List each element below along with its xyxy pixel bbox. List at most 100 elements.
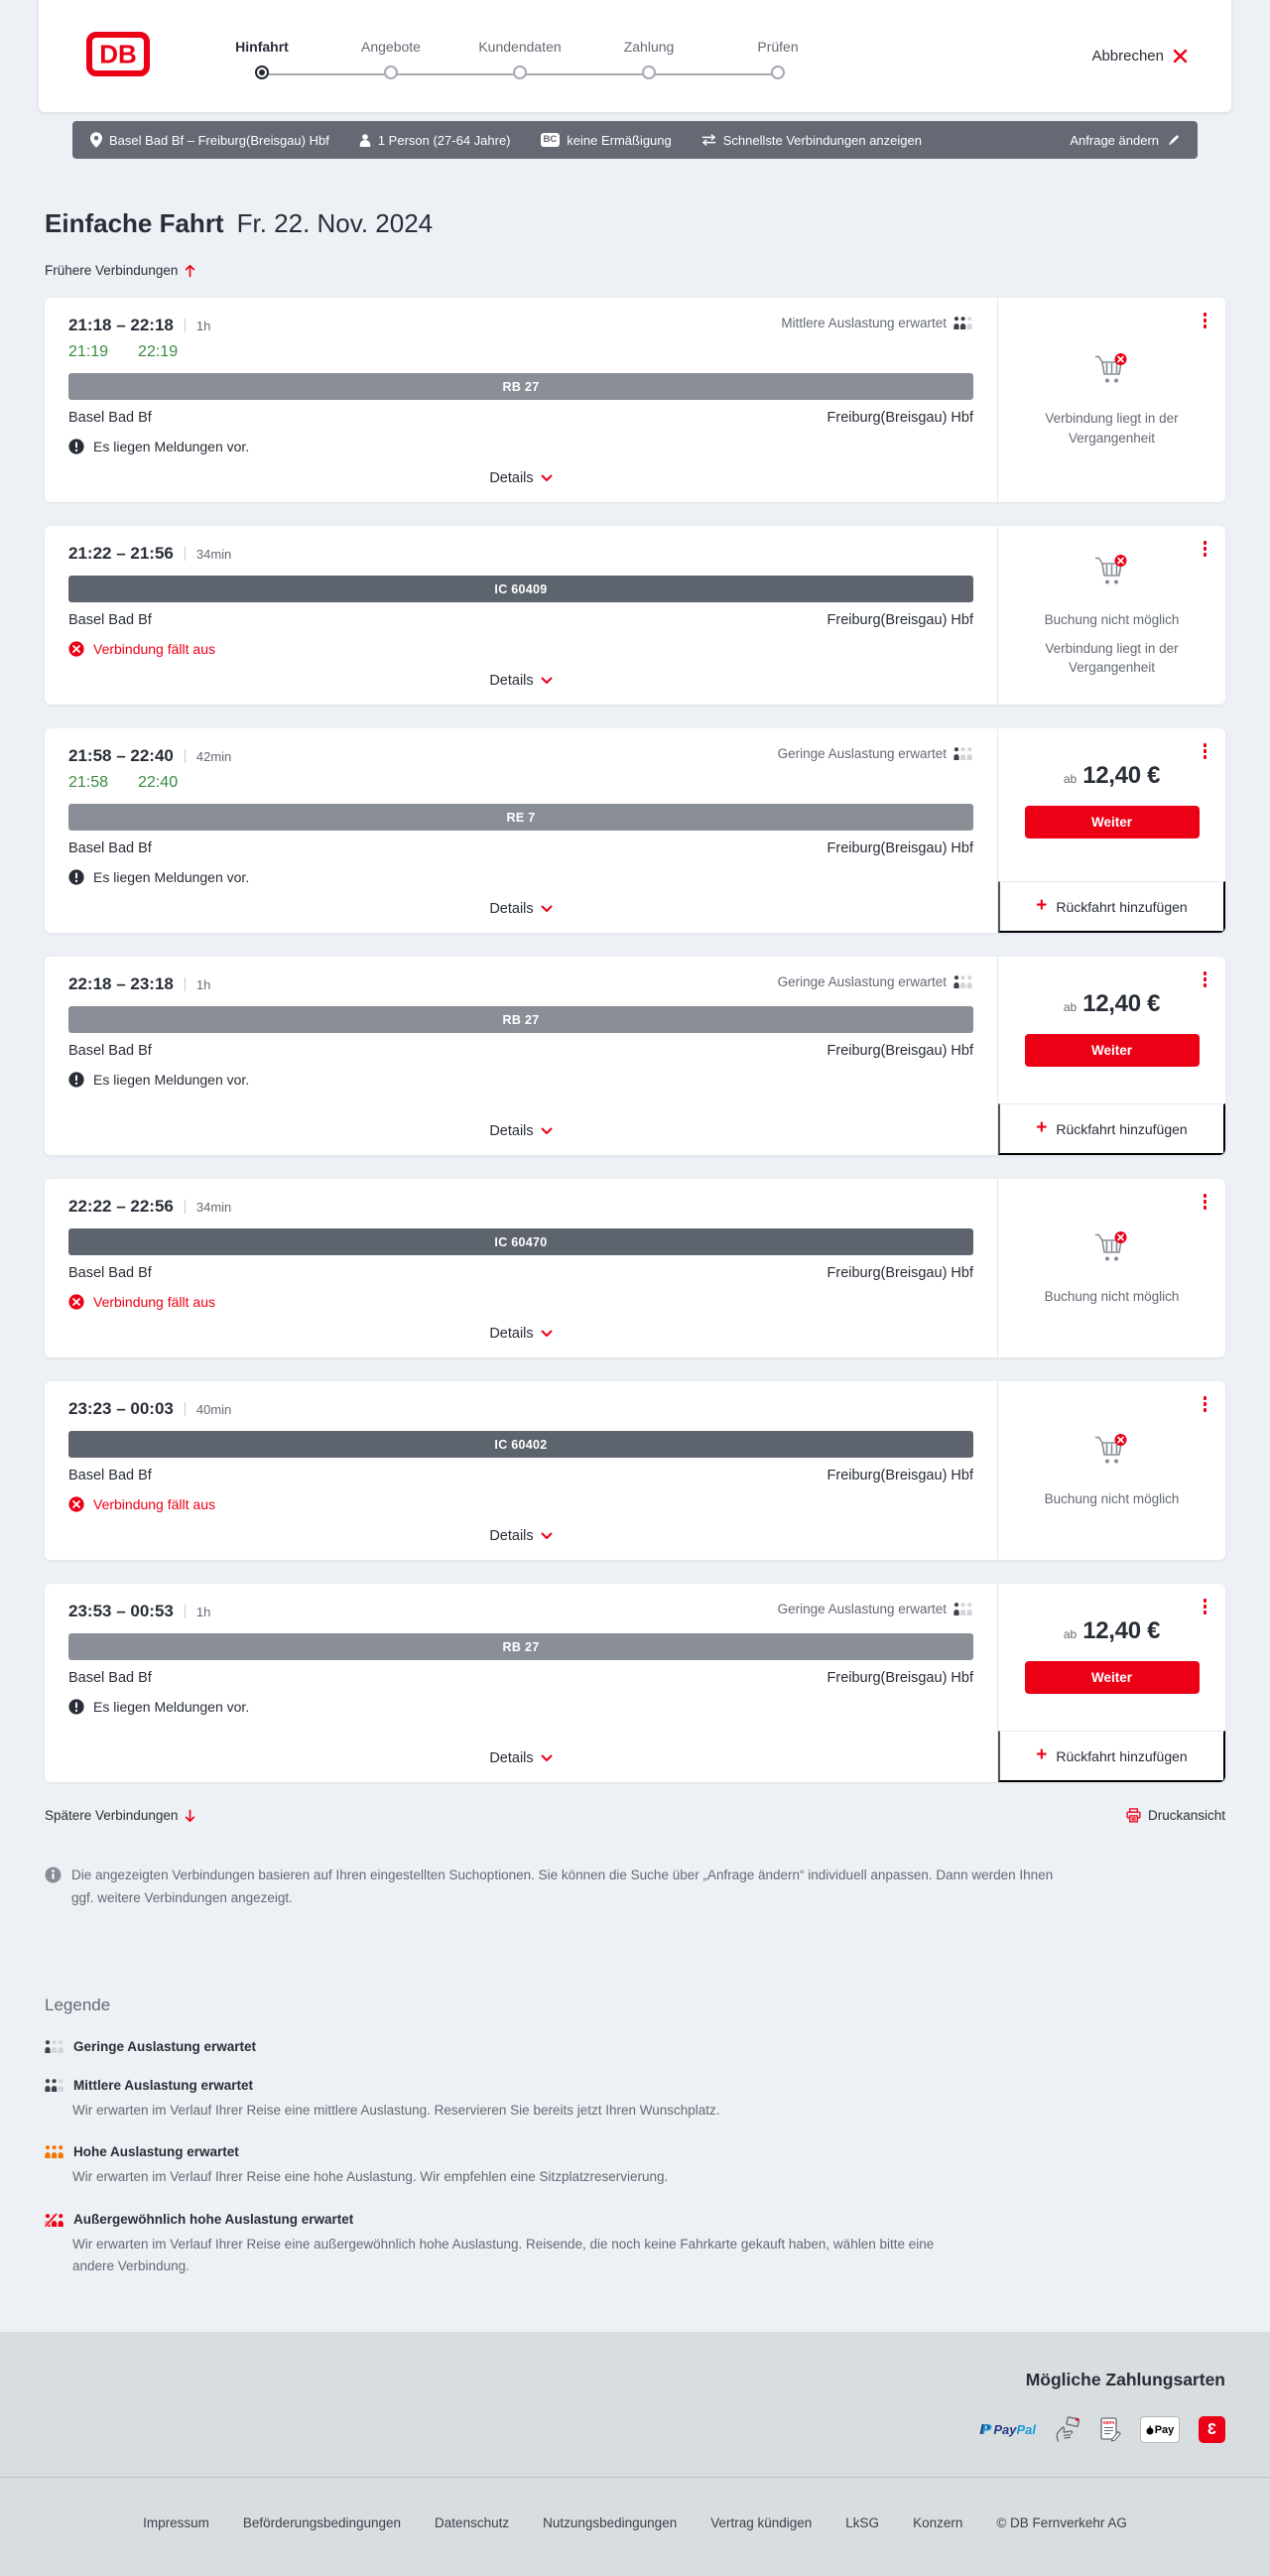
credit-card-hand-icon xyxy=(1056,2416,1080,2442)
legend-item-high: Hohe Auslastung erwartet Wir erwarten im… xyxy=(45,2144,1225,2188)
cart-unavailable-icon xyxy=(1094,555,1126,584)
more-options-button[interactable] xyxy=(1201,740,1210,762)
details-toggle[interactable]: Details xyxy=(489,470,553,486)
step-zahlung[interactable]: Zahlung xyxy=(584,39,713,79)
booking-panel: ab 12,40 € Weiter + Rückfahrt hinzufügen xyxy=(997,1584,1225,1782)
step-hinfahrt[interactable]: Hinfahrt xyxy=(197,39,326,79)
footer-copyright: © DB Fernverkehr AG xyxy=(996,2515,1127,2531)
details-label: Details xyxy=(489,1326,534,1342)
more-options-button[interactable] xyxy=(1201,1191,1210,1213)
summary-passengers: 1 Person (27-64 Jahre) xyxy=(359,133,511,148)
connection-card: 23:23 – 00:03 40min IC 60402 Basel Bad B… xyxy=(45,1381,1225,1560)
booking-panel: Verbindung liegt in der Vergangenheit xyxy=(997,298,1225,502)
divider xyxy=(184,749,186,763)
details-toggle[interactable]: Details xyxy=(489,1123,553,1139)
realtime-departure: 21:58 xyxy=(68,774,109,791)
details-label: Details xyxy=(489,1528,534,1544)
footer-link-lksg[interactable]: LkSG xyxy=(845,2515,880,2531)
train-label: IC 60470 xyxy=(494,1234,548,1249)
add-return-trip-button[interactable]: + Rückfahrt hinzufügen xyxy=(998,1103,1225,1155)
page-bottom-band: Mögliche Zahlungsarten P P Pay Pal SEPA xyxy=(0,2332,1270,2576)
footer-link-konzern[interactable]: Konzern xyxy=(913,2515,963,2531)
more-options-button[interactable] xyxy=(1201,968,1210,990)
db-logo-icon: DB xyxy=(86,31,150,76)
continue-button[interactable]: Weiter xyxy=(1024,806,1200,838)
step-circle-active xyxy=(255,65,269,79)
b-badge-payment-icon: 3 xyxy=(1199,2416,1225,2444)
step-kundendaten[interactable]: Kundendaten xyxy=(455,39,584,79)
booking-panel: ab 12,40 € Weiter + Rückfahrt hinzufügen xyxy=(997,957,1225,1155)
occupancy-medium-icon xyxy=(45,2078,64,2092)
step-label: Hinfahrt xyxy=(235,39,289,55)
booking-status-text: Buchung nicht möglich xyxy=(1044,612,1180,628)
train-segment-bar: IC 60470 xyxy=(68,1228,973,1255)
connection-message: Es liegen Meldungen vor. xyxy=(68,439,973,454)
summary-route-label: Basel Bad Bf – Freiburg(Breisgau) Hbf xyxy=(109,132,329,148)
more-options-button[interactable] xyxy=(1201,1393,1210,1415)
step-label: Angebote xyxy=(361,39,421,55)
continue-button[interactable]: Weiter xyxy=(1024,1661,1200,1694)
footer-link-datenschutz[interactable]: Datenschutz xyxy=(435,2515,510,2531)
footer-link-nutzungsbedingungen[interactable]: Nutzungsbedingungen xyxy=(543,2515,678,2531)
details-toggle[interactable]: Details xyxy=(489,1750,553,1766)
destination-station: Freiburg(Breisgau) Hbf xyxy=(826,1043,973,1059)
chevron-down-icon xyxy=(541,677,553,684)
booking-status-text: Buchung nicht möglich xyxy=(1044,1289,1180,1305)
destination-station: Freiburg(Breisgau) Hbf xyxy=(826,612,973,628)
step-label: Kundendaten xyxy=(478,39,562,55)
details-toggle[interactable]: Details xyxy=(489,901,553,917)
earlier-connections-link[interactable]: Frühere Verbindungen xyxy=(45,263,195,278)
more-options-button[interactable] xyxy=(1201,538,1210,560)
later-connections-link[interactable]: Spätere Verbindungen xyxy=(45,1808,195,1823)
train-label: RB 27 xyxy=(502,1012,540,1027)
origin-station: Basel Bad Bf xyxy=(68,1468,152,1483)
step-angebote[interactable]: Angebote xyxy=(326,39,455,79)
add-return-label: Rückfahrt hinzufügen xyxy=(1056,1747,1188,1764)
step-circle xyxy=(384,65,398,79)
connection-card: 21:18 – 22:18 1h Mittlere Auslastung erw… xyxy=(45,298,1225,502)
details-toggle[interactable]: Details xyxy=(489,1528,553,1544)
origin-station: Basel Bad Bf xyxy=(68,410,152,426)
price-amount: 12,40 € xyxy=(1082,762,1161,789)
occupancy-low-icon xyxy=(953,1603,972,1615)
chevron-down-icon xyxy=(541,1330,553,1337)
legend-item-description: Wir erwarten im Verlauf Ihrer Reise eine… xyxy=(72,2102,720,2118)
more-options-button[interactable] xyxy=(1201,310,1210,331)
search-options-note: Die angezeigten Verbindungen basieren au… xyxy=(45,1865,1057,1910)
details-toggle[interactable]: Details xyxy=(489,673,553,689)
realtime-times: 21:58 22:40 xyxy=(68,774,973,792)
booking-status-text: Verbindung liegt in der Vergangenheit xyxy=(1045,640,1179,676)
footer-link-impressum[interactable]: Impressum xyxy=(143,2515,209,2531)
train-label: RE 7 xyxy=(506,810,536,825)
legend-item-description: Wir erwarten im Verlauf Ihrer Reise eine… xyxy=(72,2237,935,2273)
db-logo[interactable]: DB xyxy=(86,31,150,81)
realtime-departure: 21:19 xyxy=(68,343,109,360)
origin-station: Basel Bad Bf xyxy=(68,1043,152,1059)
train-label: RB 27 xyxy=(502,379,540,394)
connection-card: 22:22 – 22:56 34min IC 60470 Basel Bad B… xyxy=(45,1179,1225,1357)
occupancy-label: Mittlere Auslastung erwartet xyxy=(781,316,947,330)
footer-link-befoerderungsbedingungen[interactable]: Beförderungsbedingungen xyxy=(242,2515,402,2531)
train-segment-bar: IC 60402 xyxy=(68,1431,973,1458)
booking-status-text: Buchung nicht möglich xyxy=(1044,1491,1180,1507)
step-pruefen[interactable]: Prüfen xyxy=(713,39,842,79)
add-return-trip-button[interactable]: + Rückfahrt hinzufügen xyxy=(998,881,1225,933)
cancel-button[interactable]: Abbrechen xyxy=(1091,48,1188,64)
add-return-trip-button[interactable]: + Rückfahrt hinzufügen xyxy=(998,1731,1225,1782)
occupancy-high-icon xyxy=(45,2145,64,2159)
footer-link-vertrag-kuendigen[interactable]: Vertrag kündigen xyxy=(710,2515,813,2531)
continue-button[interactable]: Weiter xyxy=(1024,1034,1200,1067)
cart-unavailable-icon xyxy=(1094,353,1126,383)
earlier-connections-label: Frühere Verbindungen xyxy=(45,263,179,278)
train-label: IC 60409 xyxy=(494,581,548,596)
edit-search-button[interactable]: Anfrage ändern xyxy=(1070,133,1180,148)
details-toggle[interactable]: Details xyxy=(489,1326,553,1342)
occupancy-label: Geringe Auslastung erwartet xyxy=(777,974,947,989)
step-label: Zahlung xyxy=(623,39,675,55)
more-options-button[interactable] xyxy=(1201,1596,1210,1617)
origin-station: Basel Bad Bf xyxy=(68,1265,152,1281)
print-view-button[interactable]: Druckansicht xyxy=(1126,1808,1225,1823)
edit-search-label: Anfrage ändern xyxy=(1070,132,1159,148)
legend-section: Legende Geringe Auslastung erwartet Mitt… xyxy=(45,1996,1225,2276)
add-return-label: Rückfahrt hinzufügen xyxy=(1056,898,1188,915)
